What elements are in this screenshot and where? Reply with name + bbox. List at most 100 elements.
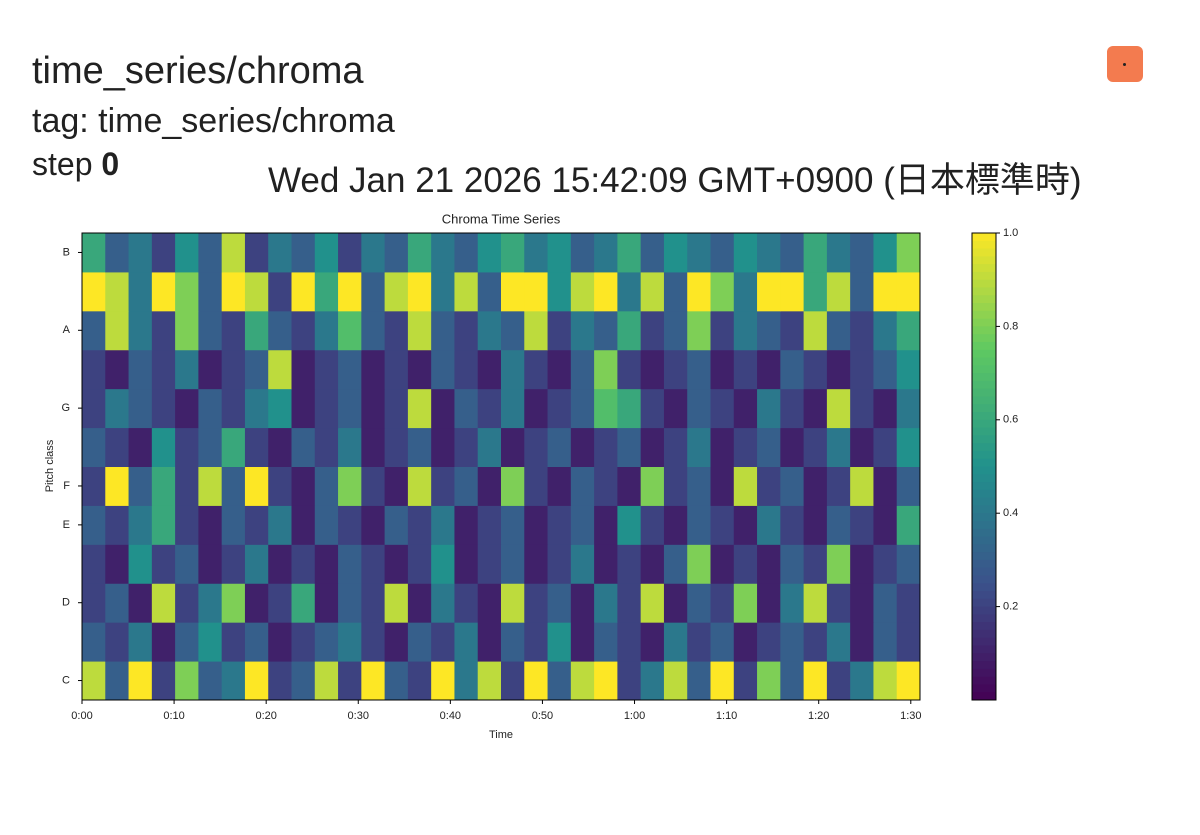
colorbar-segment	[972, 287, 996, 296]
x-tick-label: 0:50	[532, 710, 553, 722]
heatmap-cell	[105, 349, 130, 390]
heatmap-cell	[757, 622, 781, 662]
heatmap-cell	[384, 466, 409, 506]
colorbar-tick-label: 0.4	[1003, 507, 1018, 519]
heatmap-cell	[314, 271, 339, 312]
heatmap-cell	[338, 661, 362, 701]
heatmap-cell	[198, 388, 223, 429]
heatmap-cell	[221, 505, 246, 545]
heatmap-cell	[803, 349, 828, 390]
heatmap-cell	[594, 427, 618, 467]
heatmap-cell	[663, 622, 688, 662]
heatmap-cell	[151, 388, 176, 429]
x-tick-label: 0:30	[348, 710, 369, 722]
heatmap-cell	[663, 427, 688, 467]
colorbar-segment	[972, 474, 996, 483]
heatmap-cell	[198, 583, 223, 623]
y-tick-label: C	[62, 674, 70, 686]
heatmap-cell	[594, 233, 618, 273]
heatmap-cell	[663, 505, 688, 545]
heatmap-cell	[361, 349, 386, 390]
heatmap-cell	[570, 349, 595, 390]
heatmap-cell	[617, 544, 642, 584]
step: step 0	[32, 146, 119, 183]
heatmap-cell	[175, 661, 199, 701]
heatmap-cell	[873, 310, 898, 351]
heatmap-cell	[198, 427, 223, 467]
heatmap-cell	[477, 622, 502, 662]
heatmap-cell	[128, 505, 153, 545]
heatmap-cell	[151, 505, 176, 545]
heatmap-cell	[524, 661, 549, 701]
heatmap-cell	[524, 388, 549, 429]
heatmap-cell	[826, 388, 851, 429]
heatmap-cell	[384, 310, 409, 351]
step-value: 0	[101, 146, 120, 182]
heatmap-cell	[314, 233, 339, 273]
colorbar-segment	[972, 684, 996, 693]
x-tick-label: 1:30	[900, 710, 921, 722]
heatmap-cell	[733, 544, 758, 584]
heatmap-cell	[826, 544, 851, 584]
heatmap-cell	[524, 544, 549, 584]
heatmap-cell	[873, 505, 898, 545]
heatmap-cell	[803, 388, 828, 429]
heatmap-cell	[780, 466, 805, 506]
heatmap-cell	[710, 271, 735, 312]
heatmap-cell	[640, 544, 665, 584]
heatmap-cell	[594, 661, 618, 701]
colorbar-segment	[972, 295, 996, 304]
heatmap-cell	[151, 661, 176, 701]
heatmap-cell	[873, 622, 898, 662]
heatmap-cell	[198, 505, 223, 545]
colorbar-segment	[972, 256, 996, 265]
heatmap-cell	[175, 544, 199, 584]
heatmap-cell	[594, 505, 618, 545]
x-tick-label: 0:10	[163, 710, 184, 722]
heatmap-cell	[570, 233, 595, 273]
heatmap-cell	[594, 349, 618, 390]
heatmap-cell	[175, 233, 199, 273]
colorbar-segment	[972, 310, 996, 320]
heatmap-cell	[640, 271, 665, 312]
colorbar-segment	[972, 326, 996, 335]
heatmap-cell	[780, 505, 805, 545]
heatmap-cell	[547, 427, 572, 467]
heatmap-cell	[361, 544, 386, 584]
heatmap-cell	[431, 583, 455, 623]
heatmap-cell	[105, 233, 130, 273]
heatmap-cell	[407, 466, 432, 506]
colorbar-segment	[972, 427, 996, 436]
heatmap-cell	[757, 349, 781, 390]
heatmap-cell	[850, 544, 874, 584]
heatmap-cell	[663, 349, 688, 390]
heatmap-cell	[501, 310, 525, 351]
y-tick-label: B	[63, 246, 70, 258]
heatmap-cell	[687, 310, 711, 351]
heatmap-cell	[338, 388, 362, 429]
menu-icon[interactable]	[1107, 46, 1143, 82]
heatmap-cell	[663, 310, 688, 351]
heatmap-cell	[431, 505, 455, 545]
heatmap-cell	[501, 427, 525, 467]
plot-frame	[81, 232, 921, 701]
heatmap-cell	[431, 544, 455, 584]
heatmap-cell	[501, 505, 525, 545]
heatmap-cell	[268, 466, 292, 506]
heatmap-cell	[384, 349, 409, 390]
heatmap-cell	[501, 388, 525, 429]
heatmap-cell	[803, 271, 828, 312]
heatmap-cell	[384, 661, 409, 701]
heatmap-cell	[896, 349, 921, 390]
x-tick-label: 0:20	[255, 710, 276, 722]
heatmap-cell	[291, 661, 316, 701]
heatmap-cell	[82, 388, 106, 429]
heatmap-cell	[268, 233, 292, 273]
heatmap-cell	[128, 544, 153, 584]
heatmap-cell	[803, 661, 828, 701]
step-label: step	[32, 146, 93, 182]
heatmap-cell	[640, 310, 665, 351]
colorbar-segment	[972, 505, 996, 514]
heatmap-cell	[477, 505, 502, 545]
heatmap-cell	[873, 544, 898, 584]
